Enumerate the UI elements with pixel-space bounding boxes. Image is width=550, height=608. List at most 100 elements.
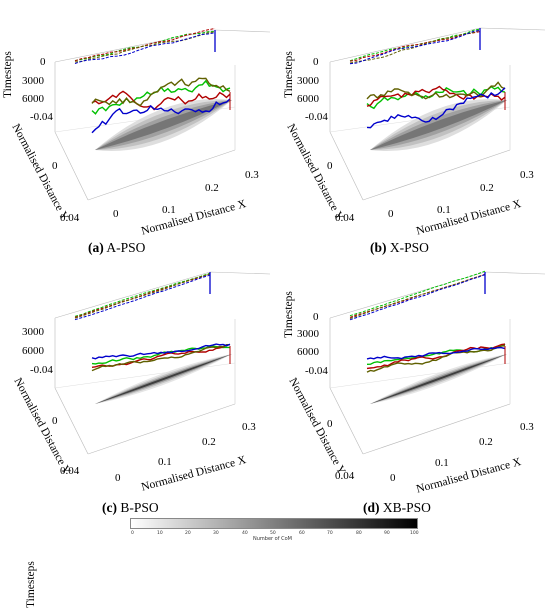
panel-b-pso: Timesteps 3000 6000 -0.04 0 0.04 Normali…	[0, 270, 275, 608]
trajectory-line	[91, 98, 231, 134]
z-tick-0: 0	[40, 56, 46, 68]
x-tick-03: 0.3	[242, 421, 256, 433]
density-contour	[370, 354, 507, 404]
box-edge	[54, 29, 271, 63]
projection-line	[349, 270, 486, 317]
z-tick-6000: 6000	[297, 93, 319, 105]
trajectory-line	[91, 343, 230, 372]
panel-a-plot	[54, 28, 271, 201]
colorbar-tick: 70	[327, 531, 333, 536]
panel-d-plot	[329, 270, 546, 455]
colorbar-tick: 40	[242, 531, 248, 536]
panel-caption: (d) XB-PSO	[363, 500, 431, 515]
projection-line	[74, 32, 216, 64]
box-edge	[362, 403, 511, 455]
colorbar-tick: 10	[157, 531, 163, 536]
projection-line	[349, 274, 486, 321]
trajectory-line	[91, 90, 231, 111]
colorbar-tick: 20	[185, 531, 191, 536]
y-tick-neg: -0.04	[30, 111, 53, 123]
y-tick-neg: -0.04	[305, 111, 328, 123]
trajectory-line	[366, 346, 506, 360]
z-tick-0: 0	[313, 56, 319, 68]
box-edge	[329, 387, 364, 455]
colorbar-label: Number of CoM	[253, 536, 292, 542]
panel-caption: (b) X-PSO	[370, 240, 429, 255]
y-tick-pos: 0.04	[335, 470, 355, 482]
density-contour	[370, 100, 507, 150]
z-tick-3000: 3000	[22, 326, 44, 338]
x-tick-01: 0.1	[437, 204, 451, 216]
trajectory-line	[366, 343, 506, 370]
z-axis-label: Timesteps	[2, 51, 14, 98]
trajectory-line	[366, 345, 506, 373]
colorbar-tick: 90	[384, 531, 390, 536]
z-tick-3000: 3000	[297, 75, 319, 87]
projection-line	[74, 272, 211, 317]
box-edge	[329, 131, 364, 201]
box-edge	[87, 149, 236, 201]
x-tick-0: 0	[388, 208, 394, 220]
z-axis-label: Timesteps	[283, 291, 295, 338]
z-tick-6000: 6000	[22, 93, 44, 105]
projection-line	[349, 29, 481, 65]
projection-line	[74, 28, 216, 62]
z-tick-3000: 3000	[22, 75, 44, 87]
z-tick-3000: 3000	[297, 328, 319, 340]
panel-c-plot	[54, 271, 271, 455]
trajectory-line	[366, 81, 506, 100]
colorbar-tick: 0	[131, 531, 134, 536]
projection-line	[349, 274, 486, 319]
panel-a-pso: Timesteps 0 3000 6000 -0.04 0 0.04 Norma…	[0, 0, 275, 270]
x-tick-01: 0.1	[158, 456, 172, 468]
density-contour	[95, 354, 232, 404]
density-contour	[95, 100, 232, 150]
x-tick-01: 0.1	[435, 457, 449, 469]
z-tick-0: 0	[313, 311, 319, 323]
y-tick-zero: 0	[327, 160, 333, 172]
projection-line	[349, 273, 486, 318]
box-edge	[54, 387, 89, 455]
y-tick-zero: 0	[327, 418, 333, 430]
projection-line	[74, 273, 211, 319]
trajectory-line	[366, 85, 506, 110]
box-edge	[329, 271, 546, 319]
y-tick-pos: 0.04	[60, 212, 80, 224]
x-tick-0: 0	[390, 472, 396, 484]
panel-b-plot	[329, 27, 546, 201]
x-tick-03: 0.3	[245, 169, 259, 181]
x-tick-03: 0.3	[520, 421, 534, 433]
projection-line	[74, 273, 211, 318]
box-edge	[329, 27, 546, 63]
x-tick-0: 0	[115, 472, 121, 484]
trajectory-line	[366, 87, 506, 129]
panel-xb-pso: Timesteps 0 3000 6000 -0.04 0 0.04 Norma…	[275, 270, 550, 540]
projection-line	[74, 31, 216, 63]
z-axis-label: Timesteps	[283, 51, 295, 98]
x-tick-02: 0.2	[202, 436, 216, 448]
colorbar-tick: 30	[213, 531, 219, 536]
x-tick-0: 0	[113, 208, 119, 220]
x-tick-02: 0.2	[205, 182, 219, 194]
colorbar	[130, 518, 418, 529]
projection-line	[74, 274, 211, 321]
colorbar-tick: 80	[356, 531, 362, 536]
panel-caption: (a) A-PSO	[88, 240, 146, 255]
trajectory-line	[366, 85, 506, 107]
box-edge	[362, 149, 511, 201]
box-edge	[87, 403, 236, 455]
y-tick-neg: -0.04	[305, 365, 328, 377]
y-tick-pos: 0.04	[335, 212, 355, 224]
trajectory-line	[91, 77, 231, 107]
x-tick-02: 0.2	[479, 436, 493, 448]
y-tick-zero: 0	[52, 415, 58, 427]
colorbar-tick: 100	[410, 531, 419, 536]
colorbar-tick: 50	[270, 531, 276, 536]
projection-line	[74, 30, 216, 61]
x-tick-03: 0.3	[520, 169, 534, 181]
y-tick-pos: 0.04	[60, 465, 80, 477]
panel-x-pso: Timesteps 0 3000 6000 -0.04 0 0.04 Norma…	[275, 0, 550, 270]
projection-line	[349, 28, 481, 62]
trajectory-line	[91, 343, 231, 360]
x-tick-02: 0.2	[480, 182, 494, 194]
